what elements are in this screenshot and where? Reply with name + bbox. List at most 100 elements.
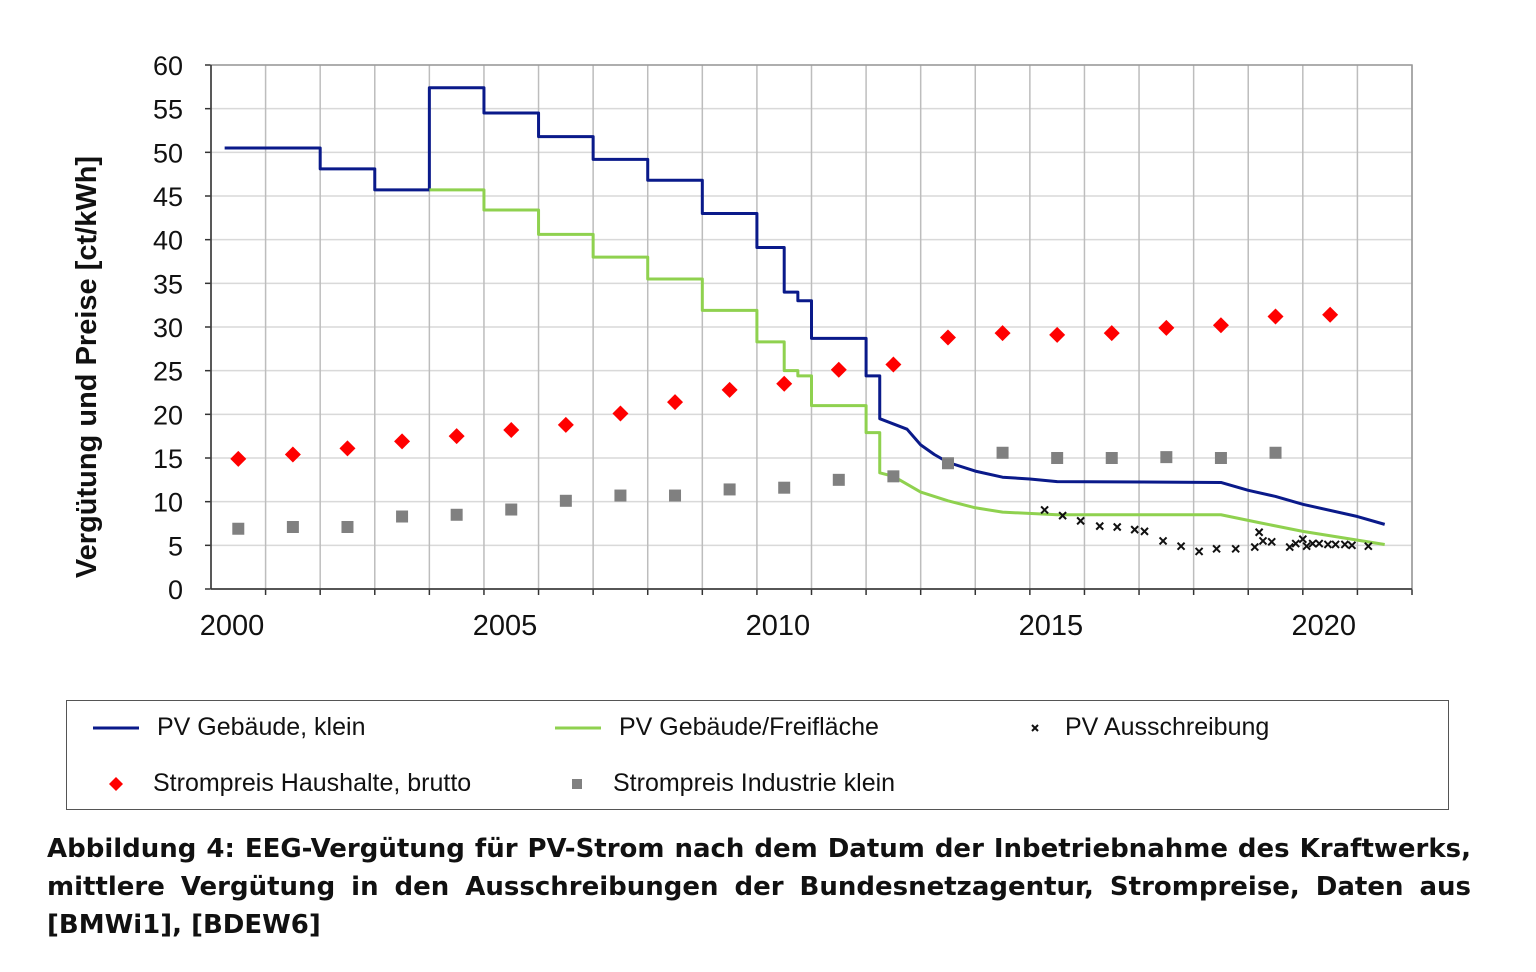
x-marker — [1340, 540, 1350, 549]
y-tick-label: 15 — [153, 444, 183, 474]
x-marker — [1095, 521, 1104, 531]
diamond-marker — [1212, 317, 1229, 334]
square-marker — [887, 470, 900, 483]
legend-item-pv-ausschreibung: PV Ausschreibung — [1023, 713, 1269, 742]
square-marker — [669, 489, 682, 502]
x-marker — [1212, 544, 1221, 554]
x-marker — [1058, 511, 1067, 520]
y-tick-label: 30 — [153, 313, 183, 343]
legend: PV Gebäude, klein PV Gebäude/Freifläche … — [66, 700, 1449, 810]
x-marker — [1194, 547, 1204, 556]
diamond-marker — [776, 375, 793, 392]
y-axis-label: Vergütung und Preise [ct/kWh] — [71, 156, 103, 578]
y-tick-label: 25 — [153, 357, 183, 387]
square-marker — [723, 483, 736, 496]
x-marker — [1267, 537, 1276, 547]
diamond-marker — [667, 394, 684, 411]
x-tick-label: 2005 — [473, 610, 538, 642]
legend-item-pv-gebaeude-klein: PV Gebäude, klein — [93, 713, 365, 742]
diamond-marker — [448, 428, 465, 445]
legend-line-icon — [555, 726, 601, 729]
x-marker — [1323, 540, 1333, 549]
diamond-marker — [394, 433, 411, 450]
square-marker — [341, 520, 354, 533]
series-line-1 — [429, 188, 1385, 546]
legend-label: Strompreis Haushalte, brutto — [153, 769, 472, 797]
x-marker — [1298, 535, 1308, 544]
legend-item-strompreis-industrie: Strompreis Industrie klein — [571, 769, 895, 798]
diamond-marker — [230, 450, 247, 467]
diamond-marker — [1158, 319, 1175, 336]
y-tick-label: 40 — [153, 226, 183, 256]
y-tick-label: 0 — [168, 575, 183, 605]
legend-label: Strompreis Industrie klein — [613, 769, 896, 797]
series-line-0 — [224, 86, 1386, 526]
legend-item-strompreis-haushalte: Strompreis Haushalte, brutto — [107, 769, 471, 798]
x-marker — [1331, 540, 1340, 549]
square-marker — [450, 508, 463, 521]
x-marker — [1113, 522, 1122, 532]
legend-item-pv-freiflaeche: PV Gebäude/Freifläche — [555, 713, 879, 742]
diamond-marker — [885, 356, 902, 373]
square-marker — [614, 489, 627, 502]
x-marker — [1250, 542, 1259, 552]
legend-label: PV Gebäude, klein — [157, 713, 366, 741]
legend-label: PV Ausschreibung — [1065, 713, 1270, 741]
x-marker — [1140, 527, 1149, 536]
diamond-marker — [1049, 326, 1066, 343]
y-tick-label: 45 — [153, 182, 183, 212]
chart: 0 5 10 15 20 25 30 35 40 45 50 55 60 2000 2005 2010 2015… — [71, 51, 1413, 642]
x-tick-label: 2000 — [200, 610, 265, 642]
x-marker — [1302, 541, 1311, 551]
diamond-marker — [503, 422, 520, 439]
x-marker — [1291, 539, 1300, 548]
legend-square-icon — [572, 778, 582, 789]
square-marker — [778, 481, 791, 494]
y-tick-label: 55 — [153, 95, 183, 125]
legend-x-marker-icon — [1031, 723, 1039, 732]
x-marker — [1158, 536, 1168, 546]
y-tick-label: 60 — [153, 51, 183, 81]
y-tick-label: 50 — [153, 138, 183, 168]
x-tick-label: 2020 — [1292, 610, 1357, 642]
x-marker — [1176, 541, 1186, 551]
square-marker — [996, 446, 1009, 459]
y-tick-label: 10 — [153, 488, 183, 518]
square-marker — [941, 457, 954, 470]
square-marker — [232, 522, 245, 535]
x-marker — [1130, 525, 1139, 534]
x-tick-label: 2015 — [1019, 610, 1084, 642]
x-marker — [1254, 528, 1264, 537]
figure-caption: Abbildung 4: EEG-Vergütung für PV-Strom … — [47, 834, 1471, 940]
x-marker — [1347, 541, 1357, 550]
legend-line-icon — [93, 726, 139, 729]
legend-diamond-icon — [109, 776, 123, 791]
x-marker — [1231, 544, 1240, 554]
square-marker — [1051, 452, 1064, 464]
diamond-marker — [612, 405, 629, 422]
x-marker — [1364, 541, 1373, 551]
x-tick-label: 2010 — [746, 610, 811, 642]
x-marker — [1285, 542, 1294, 552]
square-marker — [1105, 452, 1118, 464]
diamond-marker — [339, 440, 356, 457]
square-marker — [1269, 446, 1282, 459]
x-marker — [1314, 539, 1324, 548]
square-marker — [559, 494, 572, 507]
x-marker — [1040, 505, 1049, 515]
diamond-marker — [557, 416, 574, 433]
legend-label: PV Gebäude/Freifläche — [619, 713, 879, 741]
diamond-marker — [1103, 325, 1120, 342]
square-marker — [1160, 451, 1173, 464]
square-marker — [832, 473, 845, 486]
y-tick-label: 35 — [153, 269, 183, 299]
x-marker — [1308, 539, 1317, 548]
diamond-marker — [1267, 308, 1284, 325]
x-marker — [1076, 516, 1085, 526]
diamond-marker — [1322, 306, 1339, 323]
square-marker — [505, 503, 518, 516]
diamond-marker — [284, 446, 301, 463]
square-marker — [1214, 452, 1227, 464]
square-marker — [286, 520, 299, 533]
diamond-marker — [994, 325, 1011, 342]
